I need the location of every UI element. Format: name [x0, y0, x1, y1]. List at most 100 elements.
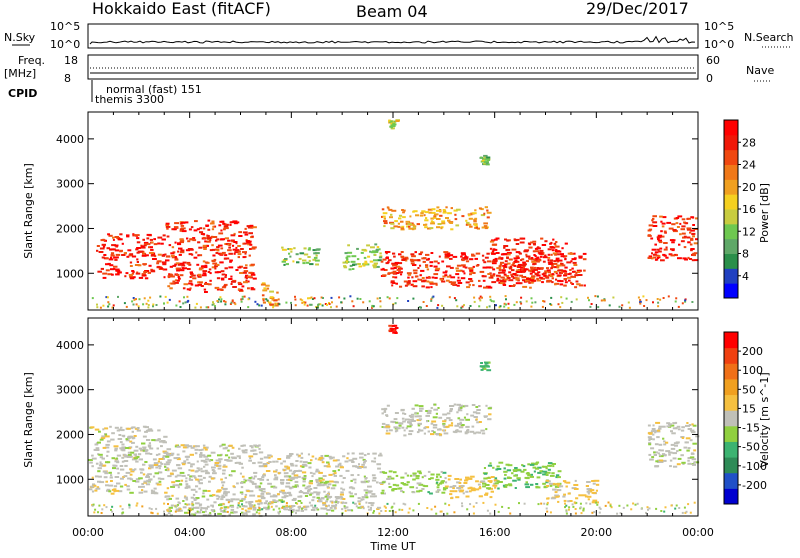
- nave-tick-bottom: 0: [706, 72, 713, 85]
- velocity-ylabel: Slant Range [km]: [22, 372, 35, 468]
- velocity-ytick-label-0: 1000: [56, 473, 84, 486]
- power-colorbar-swatch-2: [724, 253, 738, 269]
- xtick-label-6: 00:00: [682, 526, 714, 539]
- velocity-region-1: [164, 443, 266, 517]
- power-region-1: [164, 219, 257, 293]
- power-ytick-label-0: 1000: [56, 267, 84, 280]
- date-title: 29/Dec/2017: [586, 0, 689, 18]
- velocity-ytick-label-2: 3000: [56, 384, 84, 397]
- power-colorbar-swatch-3: [724, 238, 738, 254]
- velocity-colorbar-swatch-8: [724, 363, 738, 380]
- power-panel: 1000 2000 3000 4000 Slant Range [km] 28 24 20…: [22, 111, 771, 311]
- power-colorbar-swatch-9: [724, 149, 738, 165]
- velocity-colorbar: 200 100 50 15 -15 -50 -100 -200: [723, 331, 767, 505]
- power-colorbar-label-3: 16: [742, 203, 756, 216]
- velocity-colorbar-label-6: -100: [742, 460, 767, 473]
- power-ytick-label-3: 4000: [56, 133, 84, 146]
- velocity-region-9: [479, 361, 492, 372]
- velocity-region-0: [88, 425, 168, 495]
- velocity-colorbar-label-3: 15: [742, 402, 756, 415]
- xtick-label-3: 12:00: [377, 526, 409, 539]
- freq-frame: [87, 54, 699, 80]
- velocity-region-10: [647, 421, 700, 468]
- velocity-colorbar-swatch-10: [724, 332, 738, 349]
- velocity-region-7: [545, 479, 600, 504]
- power-region-6: [380, 251, 587, 289]
- power-colorbar: 28 24 20 16 12 8 4: [723, 119, 756, 299]
- power-colorbar-label-5: 8: [742, 248, 749, 261]
- velocity-colorbar-swatch-0: [724, 488, 738, 505]
- nsky-label: N.Sky: [4, 31, 36, 44]
- velocity-yaxis: 1000 2000 3000 4000: [56, 318, 699, 516]
- velocity-colorbar-swatch-9: [724, 347, 738, 364]
- nsky-tick-top: 10^5: [50, 20, 80, 33]
- velocity-ground-scatter: [91, 501, 696, 515]
- velocity-colorbar-swatch-5: [724, 410, 738, 427]
- power-colorbar-label: Power [dB]: [758, 183, 771, 243]
- velocity-region-8: [388, 324, 399, 334]
- power-region-3: [281, 246, 321, 266]
- cpid-panel: CPID normal (fast) 151 themis 3300: [8, 80, 202, 106]
- power-colorbar-label-6: 4: [742, 270, 749, 283]
- nsearch-label: N.Search: [744, 31, 794, 44]
- velocity-ytick-label-1: 2000: [56, 428, 84, 441]
- power-colorbar-label-4: 12: [742, 225, 756, 238]
- velocity-colorbar-swatch-6: [724, 394, 738, 411]
- velocity-region-4: [380, 470, 448, 495]
- velocity-colorbar-swatch-2: [724, 457, 738, 474]
- power-region-7: [489, 237, 568, 285]
- power-ytick-label-1: 2000: [56, 222, 84, 235]
- power-colorbar-swatch-1: [724, 268, 738, 284]
- cpid-label: CPID: [8, 87, 37, 100]
- nsky-tick-bottom: 10^0: [50, 38, 80, 51]
- freq-label-2: [MHz]: [4, 67, 36, 80]
- power-ground-scatter: [91, 295, 694, 309]
- nsearch-tick-top: 10^5: [704, 20, 734, 33]
- xtick-label-1: 04:00: [174, 526, 206, 539]
- velocity-colorbar-label: Velocity [m s^-1]: [758, 372, 771, 467]
- velocity-region-6: [482, 461, 562, 490]
- power-region-8: [388, 119, 400, 130]
- velocity-colorbar-label-1: 100: [742, 364, 763, 377]
- power-colorbar-swatch-10: [724, 134, 738, 151]
- xtick-label-2: 08:00: [275, 526, 307, 539]
- velocity-region-5: [444, 474, 499, 500]
- velocity-ytick-label-3: 4000: [56, 339, 84, 352]
- velocity-colorbar-label-2: 50: [742, 383, 756, 396]
- power-region-5: [381, 206, 492, 231]
- power-region-2: [260, 282, 279, 307]
- power-colorbar-label-1: 24: [742, 159, 756, 172]
- power-colorbar-swatch-7: [724, 179, 738, 195]
- nsearch-tick-bottom: 10^0: [704, 38, 734, 51]
- velocity-colorbar-swatch-4: [724, 425, 738, 442]
- cpid-entry-2: themis 3300: [95, 93, 164, 106]
- power-yaxis: 1000 2000 3000 4000: [56, 112, 699, 310]
- freq-tick-bottom: 8: [64, 72, 71, 85]
- xtick-label-4: 16:00: [479, 526, 511, 539]
- power-region-0: [96, 233, 168, 280]
- power-colorbar-swatch-4: [724, 223, 738, 240]
- cpid-entry-1: normal (fast) 151: [106, 83, 202, 96]
- velocity-region-2: [260, 452, 384, 513]
- freq-tick-top: 18: [64, 54, 78, 67]
- power-colorbar-swatch-5: [724, 209, 738, 225]
- xtick-label-5: 20:00: [580, 526, 612, 539]
- time-xaxis: 00:00 04:00 08:00 12:00 16:00 20:00 00:00: [72, 526, 714, 539]
- station-title: Hokkaido East (fitACF): [92, 0, 271, 18]
- velocity-colorbar-label-7: -200: [742, 479, 767, 492]
- velocity-colorbar-label-5: -50: [742, 441, 760, 454]
- power-region-4: [342, 243, 383, 271]
- power-colorbar-swatch-11: [724, 120, 738, 136]
- freq-panel: Freq. [MHz] 18 8 60 0 Nave: [4, 54, 774, 85]
- power-colorbar-label-0: 28: [742, 136, 756, 149]
- velocity-colorbar-swatch-1: [724, 472, 738, 489]
- velocity-colorbar-label-4: -15: [742, 422, 760, 435]
- nsky-trace: [89, 35, 696, 45]
- power-ytick-label-2: 3000: [56, 178, 84, 191]
- velocity-region-3: [381, 403, 493, 437]
- freq-label-1: Freq.: [18, 54, 45, 67]
- nsky-panel: N.Sky 10^5 10^0 10^5 10^0 N.Search: [4, 20, 794, 51]
- power-plot-area: [91, 119, 699, 309]
- beam-title: Beam 04: [356, 2, 428, 21]
- nsky-frame: [87, 23, 699, 49]
